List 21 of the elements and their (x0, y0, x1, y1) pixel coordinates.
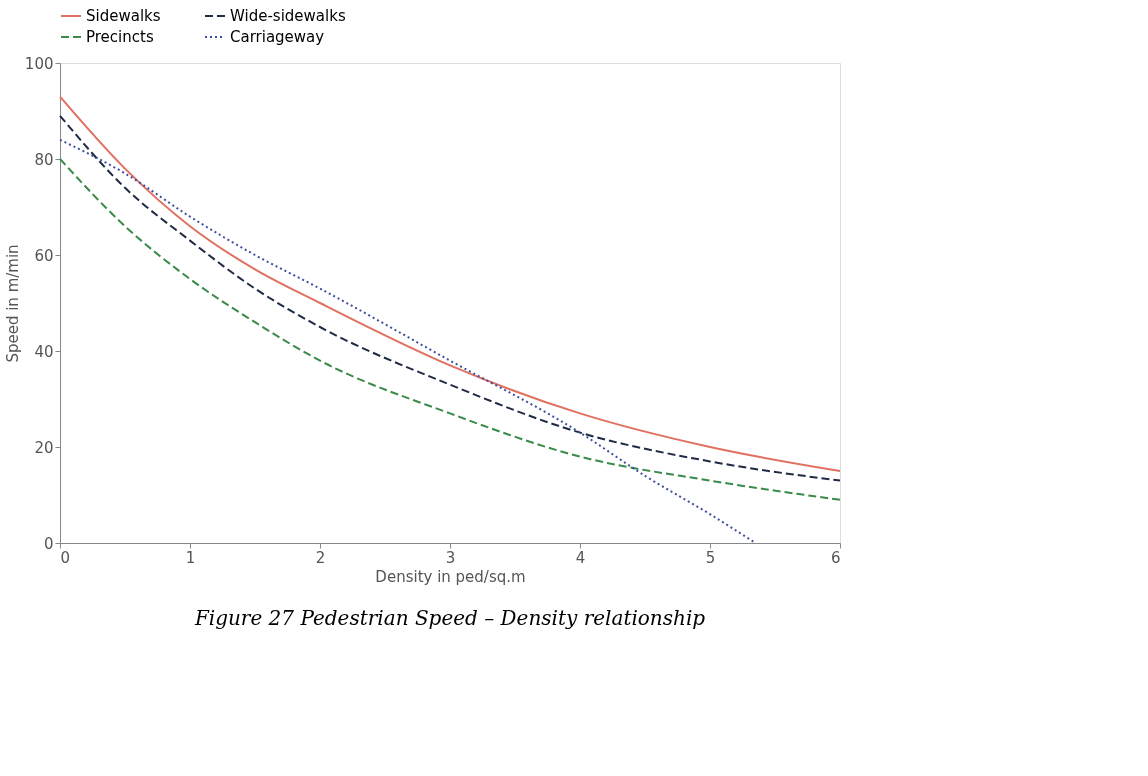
y-tick-label: 60 (34, 246, 54, 265)
y-tick-label: 100 (24, 54, 54, 73)
legend-label: Sidewalks (86, 7, 161, 25)
x-tick-label: 4 (575, 548, 586, 567)
x-tick-label: 6 (830, 548, 841, 567)
legend-label: Precincts (86, 28, 154, 46)
x-tick-label: 1 (185, 548, 196, 567)
line-series (59, 158, 841, 501)
x-tick-label: 3 (445, 548, 456, 567)
y-axis-title: Speed in m/min (3, 244, 22, 363)
x-tick-label: 2 (315, 548, 326, 567)
y-tick-label: 20 (34, 438, 54, 457)
text: Figure 27 Pedestrian Speed – Density relationship (193, 606, 706, 630)
x-axis-title: Density in ped/sq.m (375, 567, 526, 586)
y-tick-label: 0 (43, 534, 54, 553)
legend-label: Wide-sidewalks (230, 7, 346, 25)
x-tick-label: 5 (705, 548, 716, 567)
y-tick-label: 40 (34, 342, 54, 361)
y-tick-label: 80 (34, 150, 54, 169)
legend-label: Carriageway (230, 28, 325, 46)
x-tick-label: 0 (60, 548, 71, 567)
